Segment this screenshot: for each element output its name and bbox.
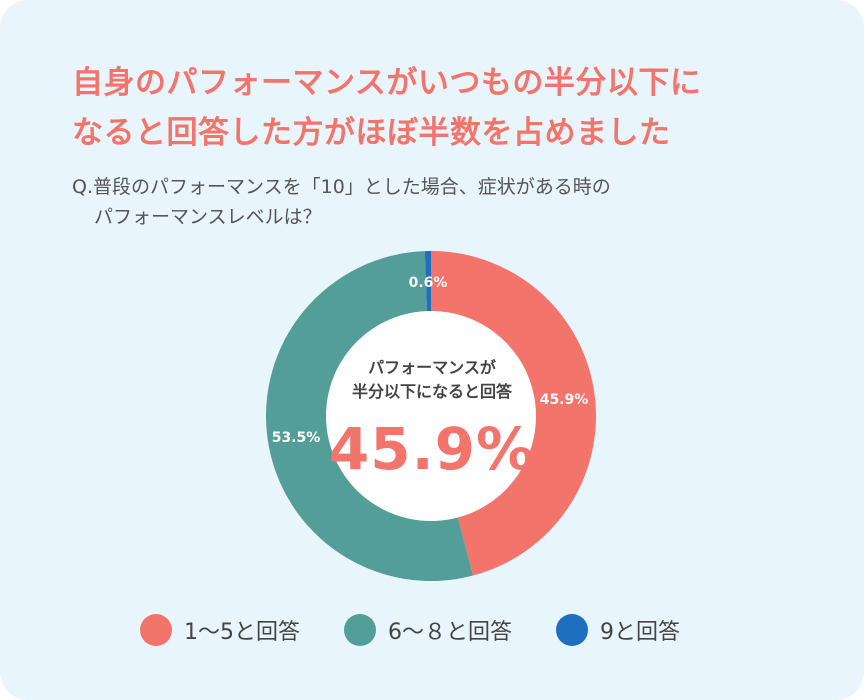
legend-item-1-5: 1〜5と回答 [140,614,300,646]
headline-line-1: 自身のパフォーマンスがいつもの半分以下に [72,65,702,101]
legend-swatch [344,614,376,646]
legend-label: 9と回答 [600,620,680,645]
center-value: 45.9% [328,415,536,483]
legend-label: 6〜８と回答 [388,620,512,645]
data-label-9: 0.6% [409,275,448,291]
legend-label: 1〜5と回答 [184,620,300,645]
data-label-6-8: 53.5% [272,430,321,446]
data-label-1-5: 45.9% [540,392,589,408]
legend-item-9: 9と回答 [556,614,680,646]
legend-swatch [140,614,172,646]
center-label-line-1: パフォーマンスが [368,358,496,377]
center-label: パフォーマンスが 半分以下になると回答 [322,356,542,404]
legend: 1〜5と回答 6〜８と回答 9と回答 [140,610,724,650]
legend-swatch [556,614,588,646]
question-line-1: Q.普段のパフォーマンスを「10」とした場合、症状がある時の [72,176,611,198]
legend-item-6-8: 6〜８と回答 [344,614,512,646]
headline-line-2: なると回答した方がほぼ半数を占めました [72,115,671,151]
survey-question: Q.普段のパフォーマンスを「10」とした場合、症状がある時の パフォーマンスレベ… [72,172,832,232]
donut-hole [326,311,536,521]
center-label-line-2: 半分以下になると回答 [351,382,512,401]
headline: 自身のパフォーマンスがいつもの半分以下に なると回答した方がほぼ半数を占めました [72,58,832,158]
question-line-2: パフォーマンスレベルは？ [94,206,322,228]
